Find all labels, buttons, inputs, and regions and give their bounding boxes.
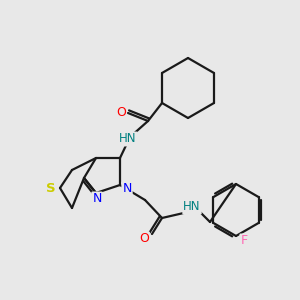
- Text: S: S: [46, 182, 56, 194]
- Text: HN: HN: [119, 133, 137, 146]
- Text: F: F: [240, 235, 247, 248]
- Text: N: N: [122, 182, 132, 196]
- Text: O: O: [139, 232, 149, 245]
- Text: N: N: [92, 193, 102, 206]
- Text: O: O: [116, 106, 126, 119]
- Text: HN: HN: [183, 200, 201, 214]
